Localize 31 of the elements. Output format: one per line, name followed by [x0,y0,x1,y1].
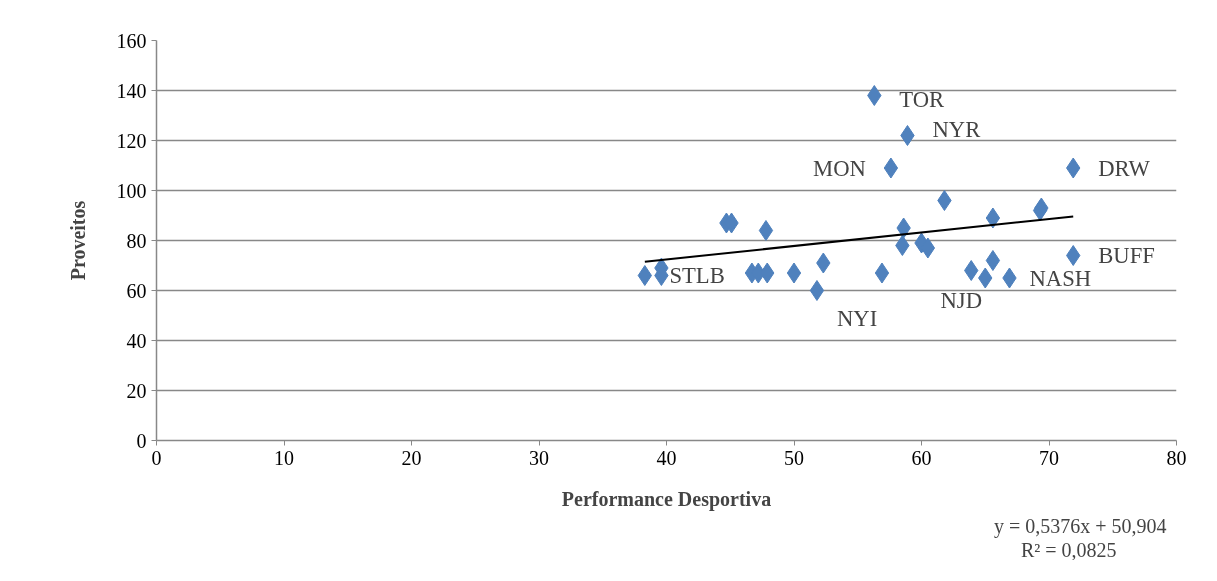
y-tick-label: 40 [126,329,147,352]
text: y = 0,5376x + 50,904 [993,514,1167,538]
y-tick-label: 20 [126,379,147,402]
x-tick-label: 10 [274,446,294,469]
x-tick-label: 20 [401,446,422,469]
y-tick-label: 80 [126,229,147,252]
annotation: NYR [932,117,982,142]
annotation: NYI [836,306,878,331]
y-tick-label: 140 [116,79,147,102]
y-tick-label: 120 [116,129,147,152]
y-tick-label: 60 [126,279,147,302]
y-tick-label: 0 [136,429,147,452]
x-tick-label: 70 [1039,446,1059,469]
x-tick-label: 0 [151,446,162,469]
x-tick-label: 50 [784,446,804,469]
y-tick-label: 100 [116,179,147,202]
annotation: NJD [940,288,982,313]
annotation: TOR [899,87,946,112]
annotation: MON [813,155,866,181]
y-axis-title: Proveitos [66,200,89,281]
annotation: BUFF [1098,243,1155,268]
x-tick-label: 40 [656,446,677,469]
annotation: STLB [669,263,725,288]
y-tick-label: 160 [116,29,147,52]
annotation: DRW [1098,155,1151,181]
x-tick-label: 80 [1166,446,1187,469]
x-tick-label: 30 [529,446,549,469]
x-tick-label: 60 [911,446,932,469]
annotation: NASH [1029,265,1092,291]
text: R² = 0,0825 [1020,538,1117,561]
x-axis-title: Performance Desportiva [561,487,772,511]
